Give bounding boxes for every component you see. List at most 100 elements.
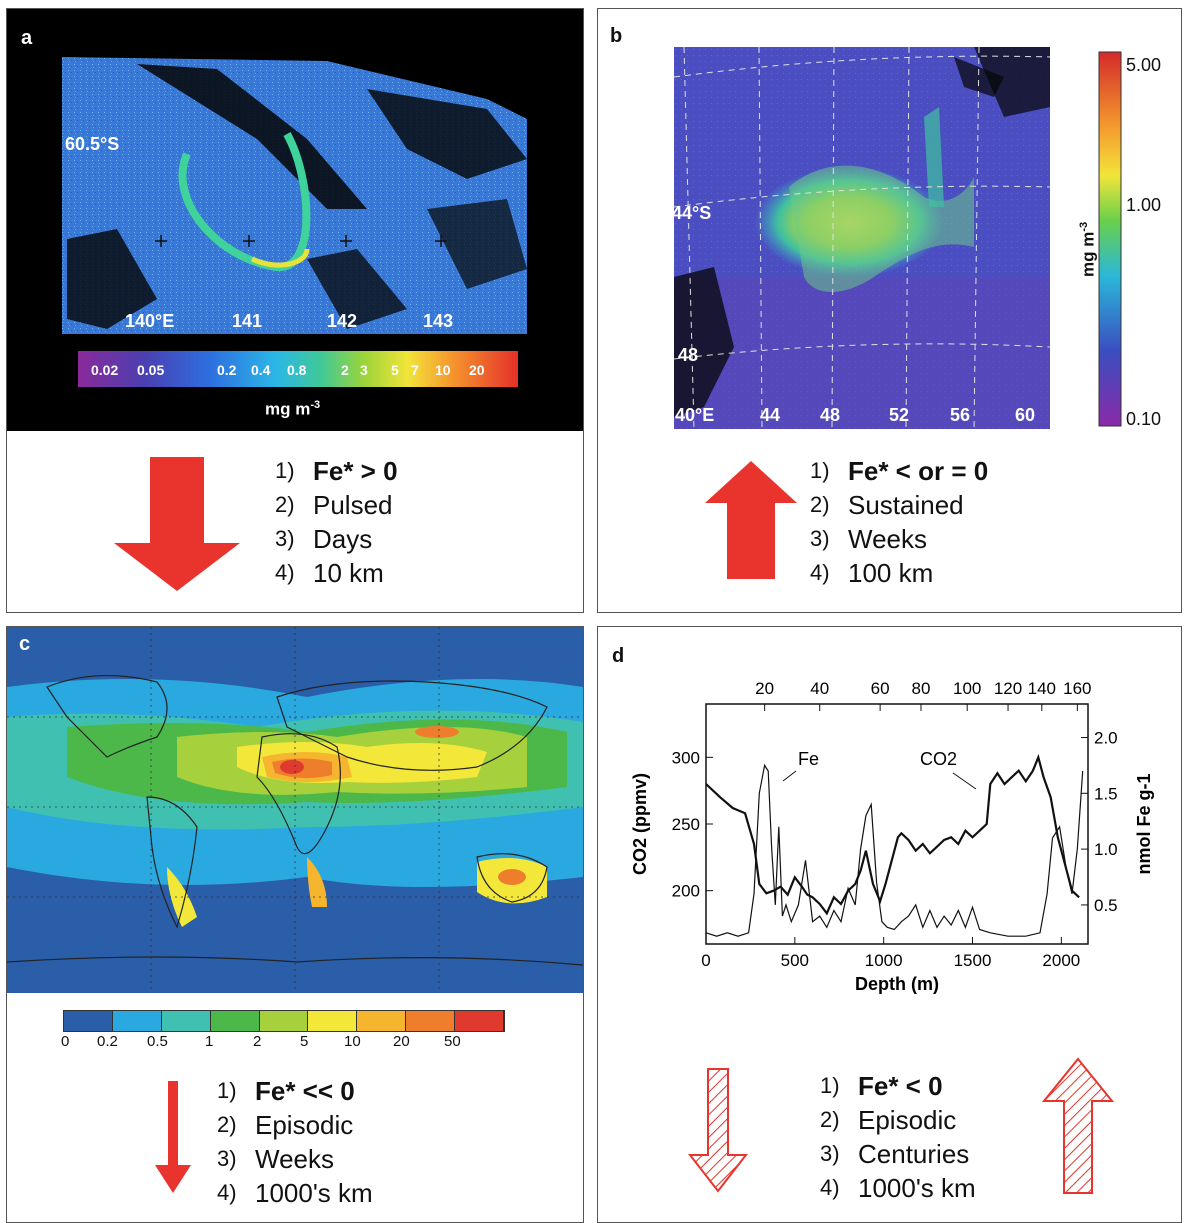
item-text: Sustained xyxy=(848,490,964,520)
colorbar-tick: 7 xyxy=(411,362,419,378)
item-text: Days xyxy=(313,524,373,554)
colorbar-tick: 0.10 xyxy=(1126,409,1162,429)
colorbar-segment xyxy=(455,1011,505,1031)
unit-exponent: -3 xyxy=(310,399,321,411)
x2-tick-label: 20 xyxy=(755,679,774,698)
item-text: Fe* < or = 0 xyxy=(848,456,989,486)
y-right-tick-label: 1.5 xyxy=(1094,784,1118,803)
colorbar-tick: 0.05 xyxy=(137,362,165,378)
colorbar-ticks: 0 0.2 0.5 1 2 5 10 20 50 xyxy=(7,1033,583,1053)
colorbar-tick: 0.2 xyxy=(97,1033,118,1050)
longitude-labels: 40°E 44 48 52 56 60 xyxy=(598,405,1183,429)
item-text: 1000's km xyxy=(858,1173,976,1203)
item-text: Episodic xyxy=(255,1110,354,1140)
x-tick-label: 1000 xyxy=(865,951,903,970)
colorbar-tick: 0 xyxy=(61,1033,70,1050)
colorbar-tick: 0.02 xyxy=(91,362,119,378)
item-text: Pulsed xyxy=(313,490,393,520)
list-item: 2) Episodic xyxy=(217,1110,354,1140)
item-text: Fe* << 0 xyxy=(255,1076,355,1106)
hatched-arrow-down-icon xyxy=(688,1068,748,1193)
y-right-tick-label: 0.5 xyxy=(1094,896,1118,915)
list-item: 2) Sustained xyxy=(810,490,964,520)
grid-crosses xyxy=(155,235,447,247)
colorbar-tick: 50 xyxy=(444,1033,461,1050)
list-item: 3) Centuries xyxy=(820,1139,970,1169)
series-line-fe xyxy=(705,763,1084,937)
y-left-tick-label: 200 xyxy=(672,882,700,901)
x-tick-label: 2000 xyxy=(1042,951,1080,970)
list-item: 2) Episodic xyxy=(820,1105,957,1135)
list-item: 1) Fe* < 0 xyxy=(820,1071,943,1101)
lon-label: 48 xyxy=(820,405,841,425)
colorbar-tick: 1.00 xyxy=(1126,195,1162,215)
x-tick-label: 500 xyxy=(781,951,809,970)
lon-label: 44 xyxy=(760,405,781,425)
colorbar-segment xyxy=(259,1011,309,1031)
annotation-fe-leader xyxy=(782,770,797,782)
item-text: Centuries xyxy=(858,1139,970,1169)
colorbar-c xyxy=(63,1010,505,1032)
x2-tick-label: 60 xyxy=(871,679,890,698)
latitude-label: 44°S xyxy=(672,203,712,223)
lon-label: 142 xyxy=(327,311,358,331)
x-axis-label: Depth (m) xyxy=(855,974,939,994)
colorbar-tick: 5.00 xyxy=(1126,55,1162,75)
item-text: Fe* < 0 xyxy=(858,1071,943,1101)
panel-label: c xyxy=(19,633,31,655)
unit-exponent: -3 xyxy=(1078,221,1090,232)
lon-label: 40°E xyxy=(675,405,715,425)
hatched-arrow-up-icon xyxy=(1042,1057,1114,1194)
y-right-tick-label: 2.0 xyxy=(1094,728,1118,747)
item-text: Weeks xyxy=(848,524,927,554)
criteria-list: 1) Fe* << 0 2) Episodic 3) Weeks 4) 1000's k… xyxy=(217,1074,373,1210)
continent-outlines xyxy=(7,674,583,966)
unit-text: mg m xyxy=(1078,231,1098,277)
colorbar-segment xyxy=(210,1011,260,1031)
map-graticule xyxy=(674,47,1050,429)
colorbar-segment xyxy=(112,1011,162,1031)
x2-tick-label: 160 xyxy=(1063,679,1091,698)
panel-label: b xyxy=(610,25,623,47)
item-text: 1000's km xyxy=(255,1178,373,1208)
colorbar-segment xyxy=(161,1011,211,1031)
colorbar-tick: 3 xyxy=(360,362,368,378)
colorbar-tick: 0.5 xyxy=(147,1033,168,1050)
panel-b: b xyxy=(597,8,1182,613)
list-item: 1) Fe* > 0 xyxy=(275,456,398,486)
arrow-down-icon xyxy=(114,457,240,591)
item-text: 100 km xyxy=(848,558,934,588)
colorbar-tick: 5 xyxy=(300,1033,309,1050)
item-text: Episodic xyxy=(858,1105,957,1135)
list-item: 3) Weeks xyxy=(217,1144,334,1174)
list-item: 4) 100 km xyxy=(810,558,934,588)
y-left-tick-label: 250 xyxy=(672,815,700,834)
latitude-label: 48 xyxy=(678,345,699,365)
annotation-co2-leader xyxy=(952,772,977,790)
lon-label: 52 xyxy=(889,405,910,425)
series-line-co2 xyxy=(705,753,1080,916)
panel-label: a xyxy=(21,27,33,49)
list-item: 4) 10 km xyxy=(275,558,384,588)
arrow-up-icon xyxy=(705,461,797,579)
satellite-image-b xyxy=(674,47,1050,429)
colorbar-tick: 20 xyxy=(393,1033,410,1050)
colorbar-tick: 5 xyxy=(391,362,399,378)
colorbar-segment xyxy=(308,1011,358,1031)
list-item: 3) Days xyxy=(275,524,373,554)
colorbar-tick: 2 xyxy=(253,1033,262,1050)
plot-frame xyxy=(705,703,1089,945)
list-item: 2) Pulsed xyxy=(275,490,393,520)
colorbar-segment xyxy=(357,1011,407,1031)
x-tick-label: 1500 xyxy=(954,951,992,970)
y-left-axis-label: CO2 (ppmv) xyxy=(630,773,650,875)
colorbar-tick: 10 xyxy=(344,1033,361,1050)
colorbar-tick: 0.8 xyxy=(287,362,307,378)
criteria-list: 1) Fe* < or = 0 2) Sustained 3) Weeks 4) 100… xyxy=(810,454,988,590)
item-text: 10 km xyxy=(313,558,384,588)
unit-text: mg m xyxy=(265,399,311,419)
colorbar-tick: 20 xyxy=(469,362,485,378)
y-right-tick-label: 1.0 xyxy=(1094,840,1118,859)
panel-c: c 0 0.2 0.5 1 2 5 10 20 50 1) Fe* << 0 2)… xyxy=(6,626,584,1223)
panel-a: a 60.5°S 140°E 141 142 143 0.02 0.05 0.2… xyxy=(6,8,584,613)
